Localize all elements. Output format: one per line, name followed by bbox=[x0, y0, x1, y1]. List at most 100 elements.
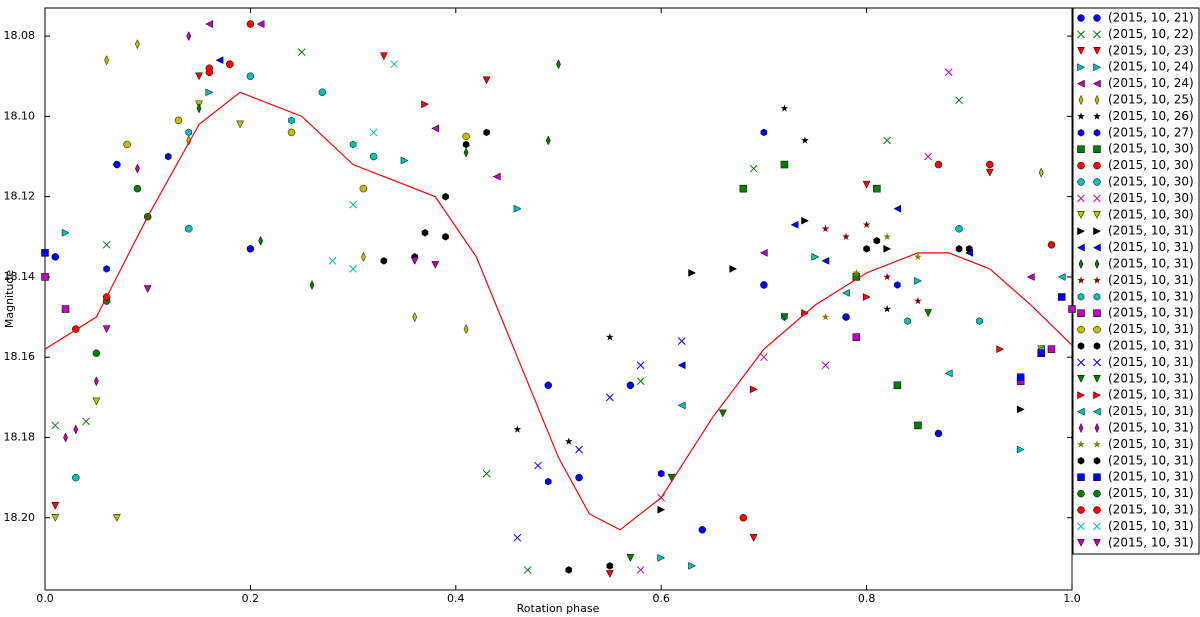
data-point bbox=[545, 135, 551, 146]
legend-marker bbox=[1093, 375, 1101, 383]
data-point bbox=[1026, 273, 1035, 281]
data-point bbox=[174, 116, 183, 125]
legend-marker bbox=[1077, 227, 1086, 236]
data-point bbox=[852, 268, 861, 277]
data-point bbox=[205, 64, 214, 72]
data-point bbox=[780, 160, 789, 169]
data-point bbox=[246, 20, 255, 28]
legend-marker bbox=[1093, 47, 1101, 55]
data-point bbox=[246, 245, 255, 253]
data-point bbox=[421, 228, 429, 237]
legend-marker bbox=[1093, 522, 1101, 531]
data-point bbox=[626, 381, 635, 390]
data-point bbox=[369, 128, 378, 137]
legend-label: (2015, 10, 30) bbox=[1108, 191, 1194, 205]
data-point bbox=[636, 361, 645, 370]
legend-label: (2015, 10, 24) bbox=[1108, 76, 1194, 90]
legend-marker bbox=[1093, 506, 1101, 514]
data-point bbox=[821, 361, 830, 370]
legend-label: (2015, 10, 30) bbox=[1108, 207, 1194, 221]
legend-marker bbox=[1093, 129, 1101, 137]
data-point bbox=[513, 425, 522, 433]
data-point bbox=[73, 424, 79, 435]
data-point bbox=[821, 313, 830, 321]
data-point bbox=[883, 305, 891, 313]
y-tick-label: 18.10 bbox=[4, 109, 36, 122]
data-point bbox=[780, 104, 789, 112]
data-point bbox=[606, 333, 614, 341]
legend-label: (2015, 10, 31) bbox=[1108, 289, 1194, 303]
legend-label: (2015, 10, 24) bbox=[1108, 60, 1194, 74]
data-point bbox=[1037, 349, 1045, 357]
data-point bbox=[186, 135, 192, 146]
legend-marker bbox=[1093, 63, 1102, 72]
data-point bbox=[513, 533, 522, 542]
data-point bbox=[862, 220, 871, 228]
data-point bbox=[1057, 293, 1066, 301]
data-point bbox=[729, 264, 738, 273]
legend-marker bbox=[1093, 440, 1101, 448]
data-point bbox=[93, 376, 99, 387]
data-point bbox=[226, 60, 234, 68]
data-point bbox=[196, 103, 202, 114]
legend-marker bbox=[1093, 473, 1101, 481]
data-point bbox=[688, 562, 697, 570]
data-point bbox=[123, 140, 131, 149]
data-point bbox=[873, 184, 881, 193]
data-point bbox=[287, 128, 296, 137]
data-point bbox=[883, 136, 891, 145]
y-axis-label: Magnitude bbox=[3, 270, 16, 329]
data-point bbox=[976, 317, 983, 325]
legend-marker bbox=[1077, 473, 1085, 481]
legend-label: (2015, 10, 30) bbox=[1108, 142, 1194, 156]
legend-marker bbox=[1093, 539, 1101, 547]
legend-marker bbox=[1092, 407, 1101, 416]
legend-marker bbox=[1094, 94, 1100, 106]
data-point bbox=[400, 156, 409, 165]
data-point bbox=[102, 240, 111, 249]
data-point bbox=[955, 245, 963, 253]
legend-marker bbox=[1078, 258, 1084, 270]
legend-label: (2015, 10, 31) bbox=[1108, 421, 1194, 435]
data-point bbox=[667, 473, 676, 482]
x-tick-label: 1.0 bbox=[1063, 592, 1081, 605]
legend-marker bbox=[1077, 342, 1085, 350]
data-point bbox=[821, 256, 830, 265]
data-point bbox=[309, 279, 315, 291]
x-axis-label: Rotation phase bbox=[517, 602, 600, 615]
legend-marker bbox=[1093, 145, 1101, 153]
legend-marker bbox=[1077, 211, 1085, 219]
data-point bbox=[380, 52, 388, 61]
legend-marker bbox=[1076, 79, 1085, 88]
legend-label: (2015, 10, 31) bbox=[1108, 306, 1194, 320]
data-point bbox=[605, 393, 614, 402]
data-point bbox=[626, 554, 635, 562]
data-point bbox=[914, 297, 922, 305]
data-point bbox=[195, 72, 203, 81]
data-point bbox=[677, 401, 686, 410]
data-point bbox=[215, 56, 224, 65]
data-point bbox=[1016, 373, 1025, 382]
data-point bbox=[463, 147, 469, 158]
x-tick-label: 0.6 bbox=[652, 592, 670, 605]
data-point bbox=[544, 477, 552, 486]
legend-label: (2015, 10, 31) bbox=[1108, 535, 1194, 549]
legend-label: (2015, 10, 31) bbox=[1108, 273, 1194, 287]
data-point bbox=[575, 445, 583, 454]
data-point bbox=[92, 349, 101, 357]
data-point bbox=[966, 245, 973, 253]
data-point bbox=[924, 152, 933, 161]
data-point bbox=[811, 252, 820, 261]
data-point bbox=[61, 228, 70, 237]
data-point bbox=[944, 68, 953, 77]
legend-marker bbox=[1093, 325, 1101, 334]
legend-marker bbox=[1093, 14, 1101, 22]
data-point bbox=[760, 353, 768, 362]
data-point bbox=[934, 160, 943, 169]
data-point bbox=[41, 249, 49, 257]
data-point bbox=[556, 59, 561, 70]
legend-marker bbox=[1077, 457, 1085, 465]
legend-label: (2015, 10, 31) bbox=[1108, 388, 1194, 402]
data-point bbox=[51, 501, 60, 510]
data-point bbox=[904, 317, 911, 325]
